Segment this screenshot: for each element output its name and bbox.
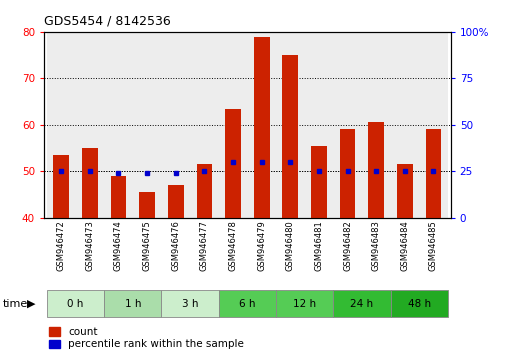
Bar	[76, 32, 104, 218]
Bar	[282, 55, 298, 218]
Bar	[333, 32, 362, 218]
Bar	[248, 32, 276, 218]
Text: GDS5454 / 8142536: GDS5454 / 8142536	[44, 14, 171, 27]
Bar	[139, 192, 155, 218]
Legend: count, percentile rank within the sample: count, percentile rank within the sample	[49, 327, 244, 349]
Bar	[104, 32, 133, 218]
Bar	[111, 176, 126, 218]
Bar	[162, 32, 190, 218]
Bar	[47, 32, 76, 218]
Bar	[133, 32, 162, 218]
Bar	[196, 164, 212, 218]
Bar	[368, 122, 384, 218]
FancyBboxPatch shape	[104, 290, 162, 318]
Bar	[340, 130, 355, 218]
Bar	[82, 148, 98, 218]
Bar	[391, 32, 419, 218]
Bar	[168, 185, 183, 218]
Text: 1 h: 1 h	[124, 298, 141, 309]
Text: time: time	[3, 298, 28, 309]
Text: 12 h: 12 h	[293, 298, 316, 309]
Text: 3 h: 3 h	[182, 298, 198, 309]
Bar	[53, 155, 69, 218]
Bar	[397, 164, 413, 218]
Text: ▶: ▶	[27, 298, 35, 309]
Bar	[311, 146, 327, 218]
Text: 24 h: 24 h	[350, 298, 373, 309]
FancyBboxPatch shape	[391, 290, 448, 318]
Bar	[219, 32, 248, 218]
Text: 0 h: 0 h	[67, 298, 84, 309]
Bar	[254, 36, 269, 218]
Text: 6 h: 6 h	[239, 298, 255, 309]
FancyBboxPatch shape	[162, 290, 219, 318]
Bar	[419, 32, 448, 218]
FancyBboxPatch shape	[219, 290, 276, 318]
FancyBboxPatch shape	[276, 290, 333, 318]
Bar	[426, 130, 441, 218]
FancyBboxPatch shape	[47, 290, 104, 318]
Bar	[276, 32, 305, 218]
Bar	[225, 109, 241, 218]
FancyBboxPatch shape	[333, 290, 391, 318]
Bar	[362, 32, 391, 218]
Bar	[190, 32, 219, 218]
Bar	[305, 32, 333, 218]
Text: 48 h: 48 h	[408, 298, 431, 309]
